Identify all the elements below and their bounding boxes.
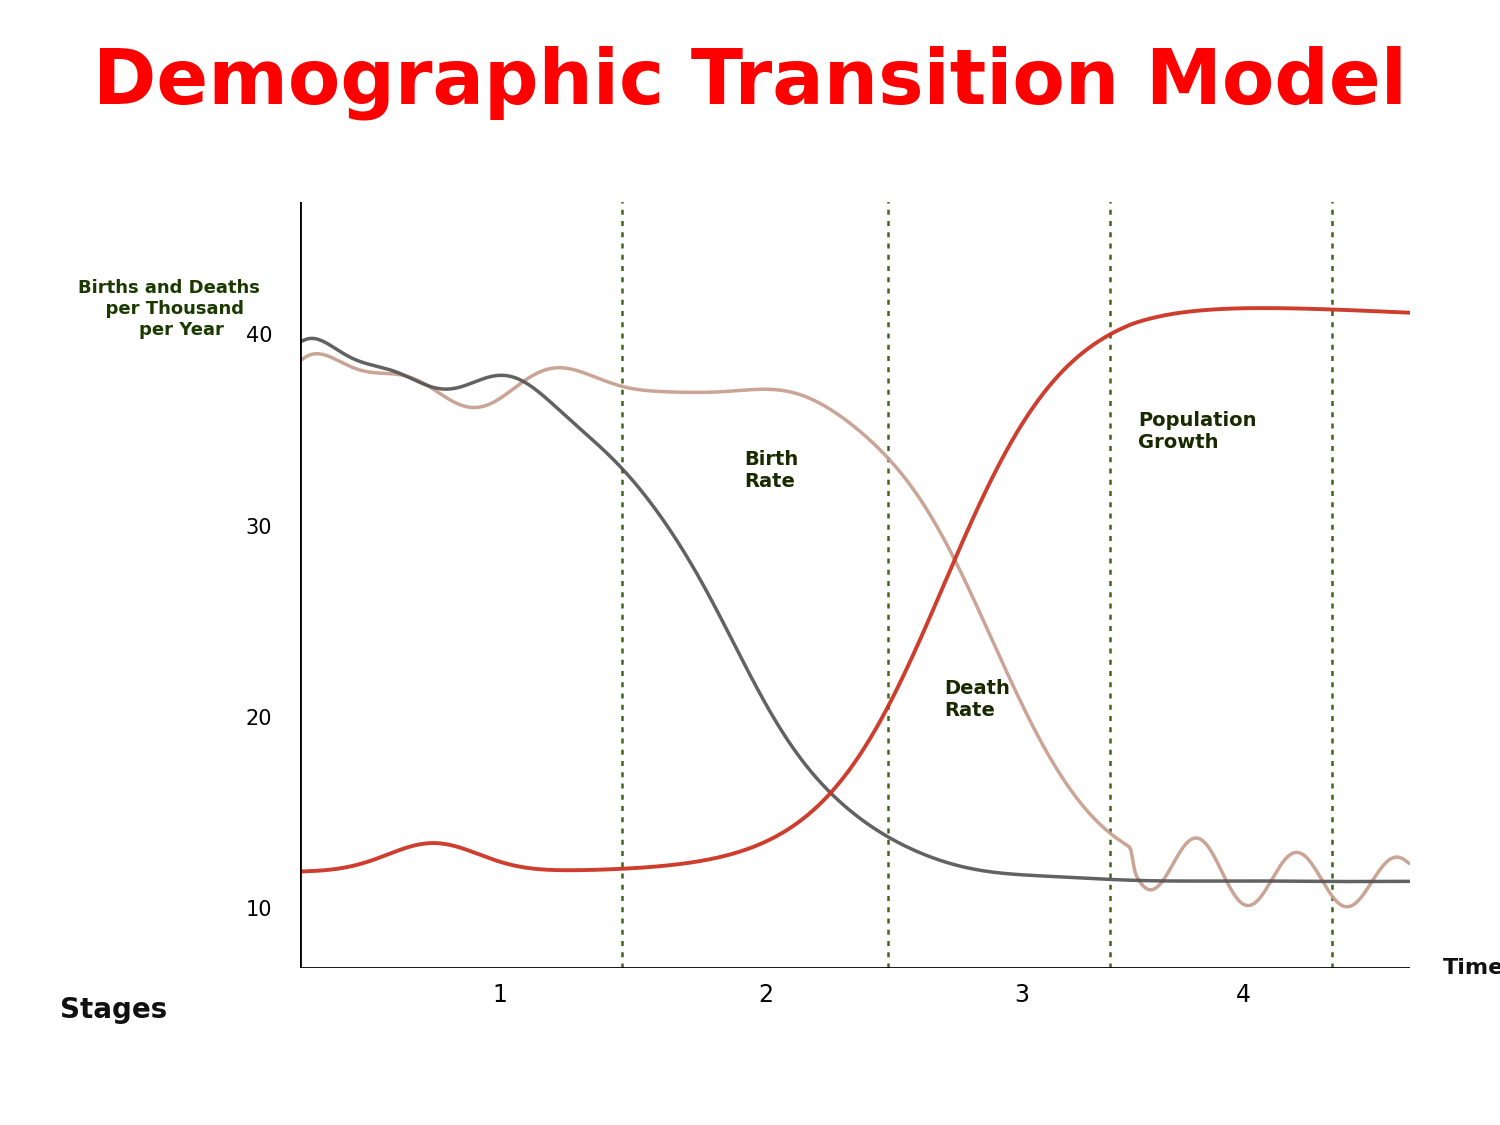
Text: Death
Rate: Death Rate [944,680,1010,720]
Text: Time: Time [1443,957,1500,978]
Text: 30: 30 [246,518,273,538]
Text: 2: 2 [759,983,774,1007]
Text: 3: 3 [1014,983,1029,1007]
Text: Demographic Transition Model: Demographic Transition Model [93,45,1407,119]
Text: Population
Growth: Population Growth [1138,412,1257,452]
Text: Stages: Stages [60,996,168,1024]
Text: 40: 40 [246,326,273,346]
Text: 10: 10 [246,900,273,920]
Text: Births and Deaths
  per Thousand
    per Year: Births and Deaths per Thousand per Year [78,279,260,339]
Text: Birth
Rate: Birth Rate [744,450,798,490]
Text: 4: 4 [1236,983,1251,1007]
Text: 1: 1 [492,983,507,1007]
Text: 20: 20 [246,709,273,729]
